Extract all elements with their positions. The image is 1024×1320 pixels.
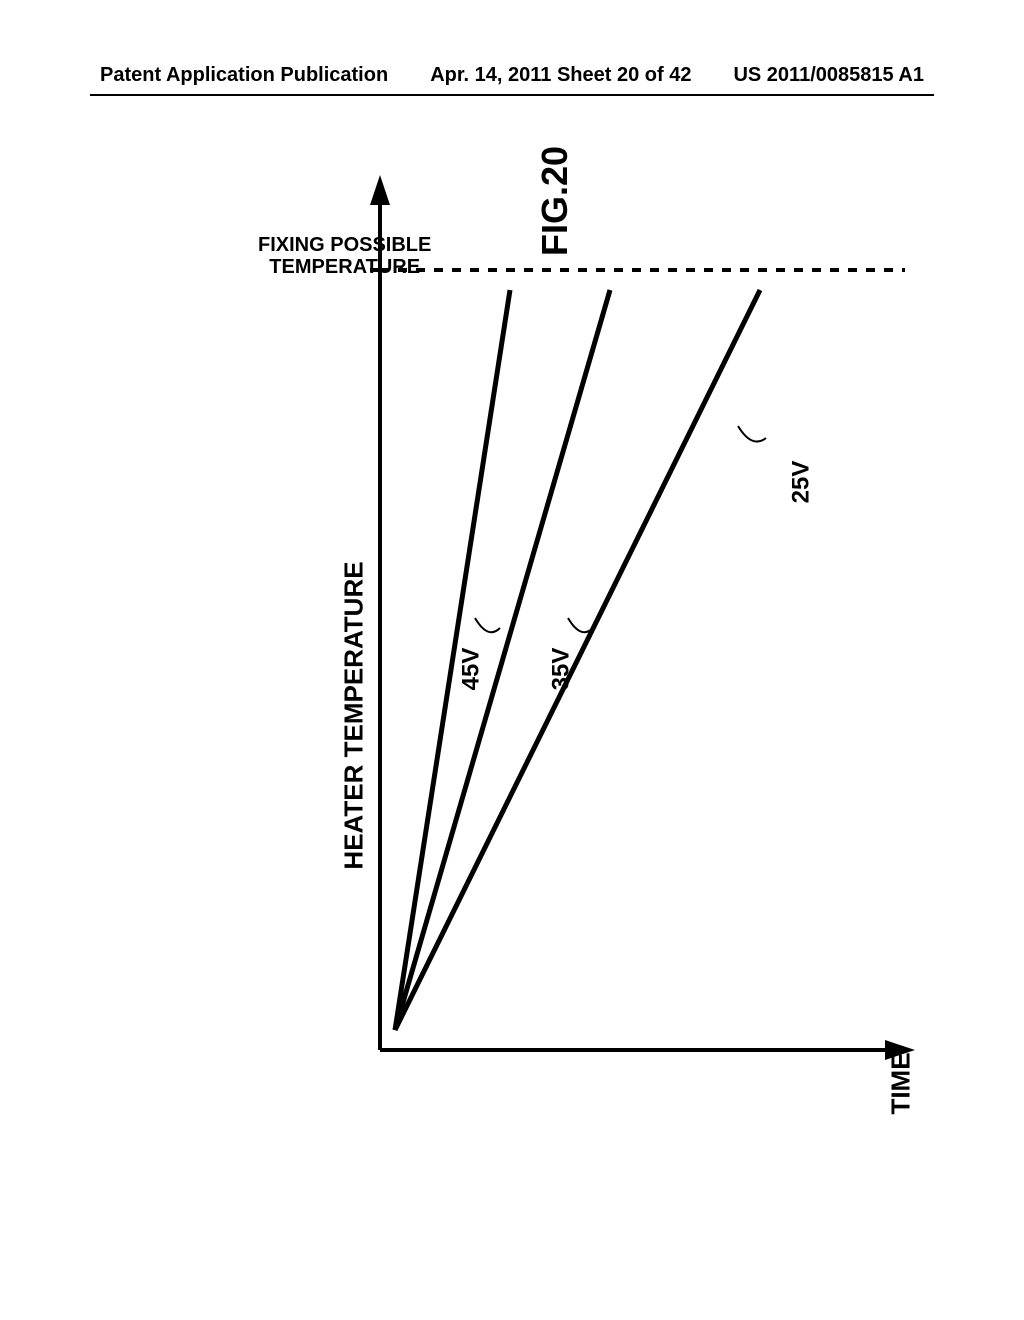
- chart-svg: [0, 0, 1024, 1320]
- x-axis-arrow: [885, 1040, 915, 1060]
- leader-25v: [738, 426, 766, 442]
- leader-45v: [475, 618, 500, 632]
- y-axis-arrow: [370, 175, 390, 205]
- leader-35v: [568, 618, 593, 632]
